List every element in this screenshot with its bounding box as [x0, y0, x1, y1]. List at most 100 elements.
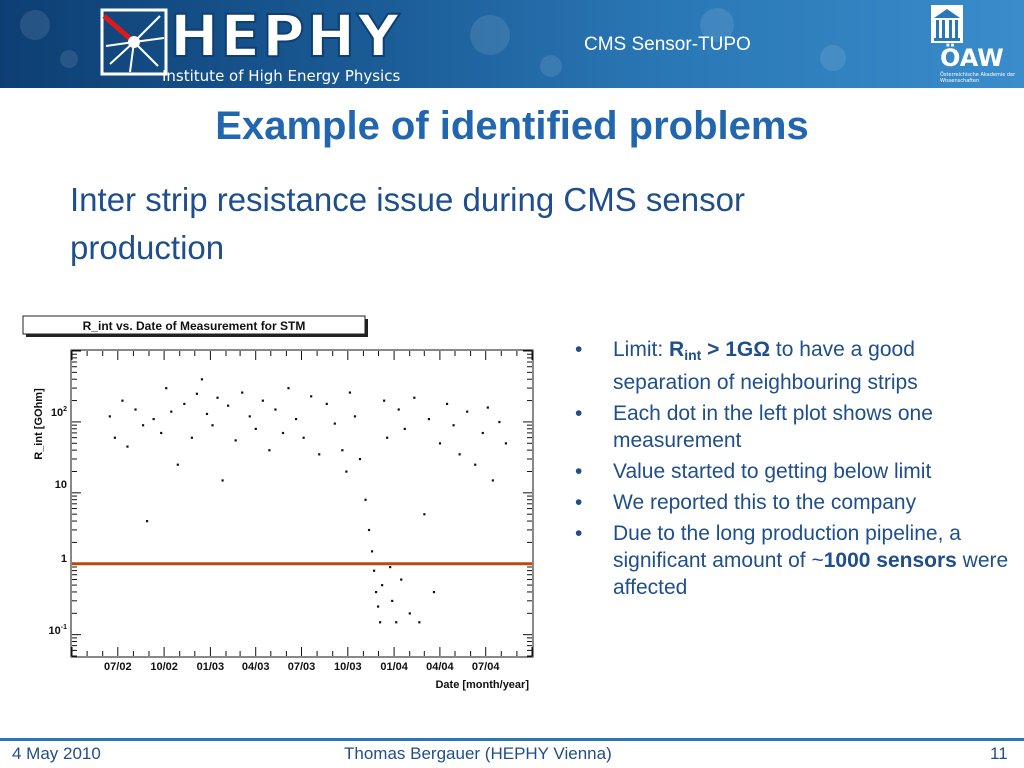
data-point — [372, 569, 376, 572]
data-point — [383, 399, 386, 402]
footer-date: 4 May 2010 — [12, 744, 101, 763]
data-point — [195, 392, 199, 395]
data-point — [413, 396, 416, 399]
header-title: CMS Sensor-TUPO — [584, 34, 751, 55]
x-tick-label: 10/02 — [150, 661, 178, 673]
plot-title: R_int vs. Date of Measurement for STM — [83, 319, 306, 333]
data-point — [391, 599, 394, 603]
data-point — [374, 590, 378, 594]
data-point — [395, 621, 398, 624]
data-point — [474, 463, 477, 466]
data-point — [452, 424, 455, 427]
data-point — [134, 408, 137, 411]
data-point — [190, 436, 193, 439]
data-point — [227, 404, 230, 407]
data-point — [318, 453, 321, 456]
bullet-text: Each dot in the left plot shows one meas… — [613, 402, 933, 452]
bullet-subscript: int — [684, 347, 702, 363]
data-point — [302, 436, 305, 439]
data-point — [438, 442, 442, 445]
data-point — [408, 612, 411, 615]
data-point — [389, 565, 392, 569]
data-point — [165, 387, 168, 390]
bullet-item: We reported this to the company — [575, 489, 1015, 516]
data-point — [261, 399, 264, 402]
y-tick-label: 1 — [61, 553, 67, 565]
data-point — [152, 417, 155, 421]
subtitle-line: Inter strip resistance issue during CMS … — [70, 181, 745, 218]
data-point — [160, 431, 163, 435]
logo-text: HEPHY — [169, 1, 402, 71]
data-point — [458, 453, 461, 456]
data-point — [432, 590, 436, 594]
data-point — [234, 439, 237, 442]
data-point — [397, 408, 400, 411]
bullet-bold: 1000 sensors — [823, 549, 957, 572]
slide-subtitle: Inter strip resistance issue during CMS … — [70, 176, 930, 272]
oaw-text: ÖAW — [940, 44, 1004, 72]
data-point — [341, 449, 344, 452]
data-point — [108, 415, 111, 418]
x-tick-label: 07/03 — [288, 661, 316, 673]
plot-title-box — [22, 315, 366, 335]
bullet-text: were affected — [613, 549, 1009, 599]
x-tick-label: 10/03 — [334, 661, 362, 673]
bullet-item: Due to the long production pipeline, a s… — [575, 520, 1015, 601]
plot-frame — [70, 349, 534, 658]
data-point — [176, 463, 179, 466]
data-points — [108, 378, 508, 624]
data-point — [281, 431, 285, 435]
data-point — [491, 479, 494, 482]
data-point — [248, 415, 251, 418]
bullet-text: R — [669, 338, 685, 361]
footer-author: Thomas Bergauer (HEPHY Vienna) — [344, 744, 612, 763]
bullet-text: Value started to getting below limit — [613, 460, 932, 483]
data-point — [145, 520, 149, 523]
bullet-text: We reported this to the company — [613, 491, 917, 514]
data-point — [200, 378, 204, 381]
y-tick-label: 10-1 — [49, 624, 68, 637]
data-point — [183, 402, 186, 406]
y-tick-label: 10 — [55, 479, 67, 491]
data-point — [376, 605, 380, 608]
data-point — [345, 470, 348, 473]
data-point — [205, 412, 209, 416]
footer-divider — [0, 738, 1024, 741]
data-point — [333, 422, 336, 425]
data-point — [423, 513, 426, 516]
data-point — [504, 442, 508, 445]
data-point — [418, 621, 421, 624]
data-point — [486, 406, 489, 409]
data-point — [364, 498, 367, 501]
data-point — [358, 457, 362, 461]
data-point — [113, 436, 116, 439]
bullet-item: Each dot in the left plot shows one meas… — [575, 400, 1015, 454]
subtitle-line: production — [70, 229, 225, 266]
data-point — [427, 417, 431, 421]
data-point — [367, 528, 371, 532]
data-point — [325, 402, 328, 406]
data-point — [400, 578, 403, 581]
x-tick-label: 07/02 — [104, 661, 132, 673]
data-point — [274, 408, 277, 411]
bullet-item: Value started to getting below limit — [575, 458, 1015, 485]
scatter-plot: R_int vs. Date of Measurement for STM R_… — [22, 315, 534, 691]
data-point — [310, 395, 313, 398]
collision-icon — [100, 8, 168, 76]
x-tick-label: 04/04 — [426, 661, 454, 673]
data-point — [481, 431, 484, 435]
x-tick-labels: 07/02 10/02 01/03 04/03 07/03 10/03 01/04 04/04… — [104, 661, 500, 673]
header-decoration — [20, 10, 50, 40]
x-axis-label: Date [month/year] — [435, 679, 529, 691]
header-decoration — [60, 50, 78, 68]
data-point — [466, 410, 469, 413]
bullet-text: Due to the long production pipeline, a s… — [613, 522, 961, 572]
header-decoration — [470, 15, 510, 55]
data-point — [241, 391, 244, 394]
x-tick-label: 01/03 — [197, 661, 225, 673]
x-tick-label: 01/04 — [380, 661, 408, 673]
data-point — [294, 417, 298, 421]
data-point — [498, 420, 501, 424]
data-point — [370, 550, 374, 553]
oaw-logo: ÖAW Österreichische Akademie der Wissens… — [926, 2, 1022, 86]
